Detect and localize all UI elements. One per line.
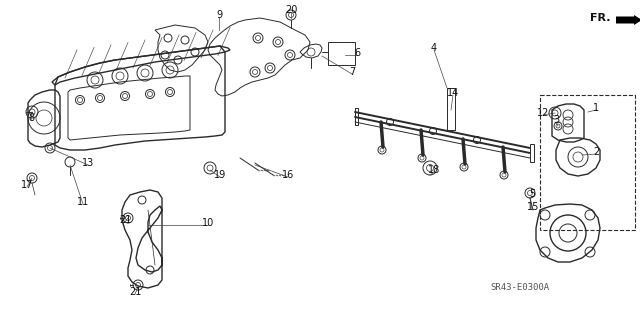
Text: 13: 13: [82, 158, 94, 168]
Text: 16: 16: [282, 170, 294, 180]
Text: 14: 14: [447, 88, 459, 98]
Text: 2: 2: [593, 147, 599, 157]
FancyArrow shape: [616, 15, 640, 25]
Text: 19: 19: [214, 170, 226, 180]
Text: 1: 1: [593, 103, 599, 113]
Text: SR43-E0300A: SR43-E0300A: [490, 283, 549, 292]
Text: 21: 21: [119, 215, 131, 225]
Text: 11: 11: [77, 197, 89, 207]
Text: 9: 9: [216, 10, 222, 20]
Text: 20: 20: [285, 5, 297, 15]
Text: 21: 21: [129, 287, 141, 297]
Text: 17: 17: [21, 180, 33, 190]
Text: 10: 10: [202, 218, 214, 228]
Text: 8: 8: [28, 113, 34, 123]
Text: 4: 4: [431, 43, 437, 53]
Text: 15: 15: [527, 202, 539, 212]
Text: 12: 12: [537, 108, 549, 118]
Text: 5: 5: [529, 189, 535, 199]
Text: FR.: FR.: [590, 13, 611, 23]
Text: 7: 7: [349, 67, 355, 77]
Text: 6: 6: [354, 48, 360, 58]
Bar: [540, 95, 635, 230]
Text: 3: 3: [553, 115, 559, 125]
Text: 18: 18: [428, 165, 440, 175]
